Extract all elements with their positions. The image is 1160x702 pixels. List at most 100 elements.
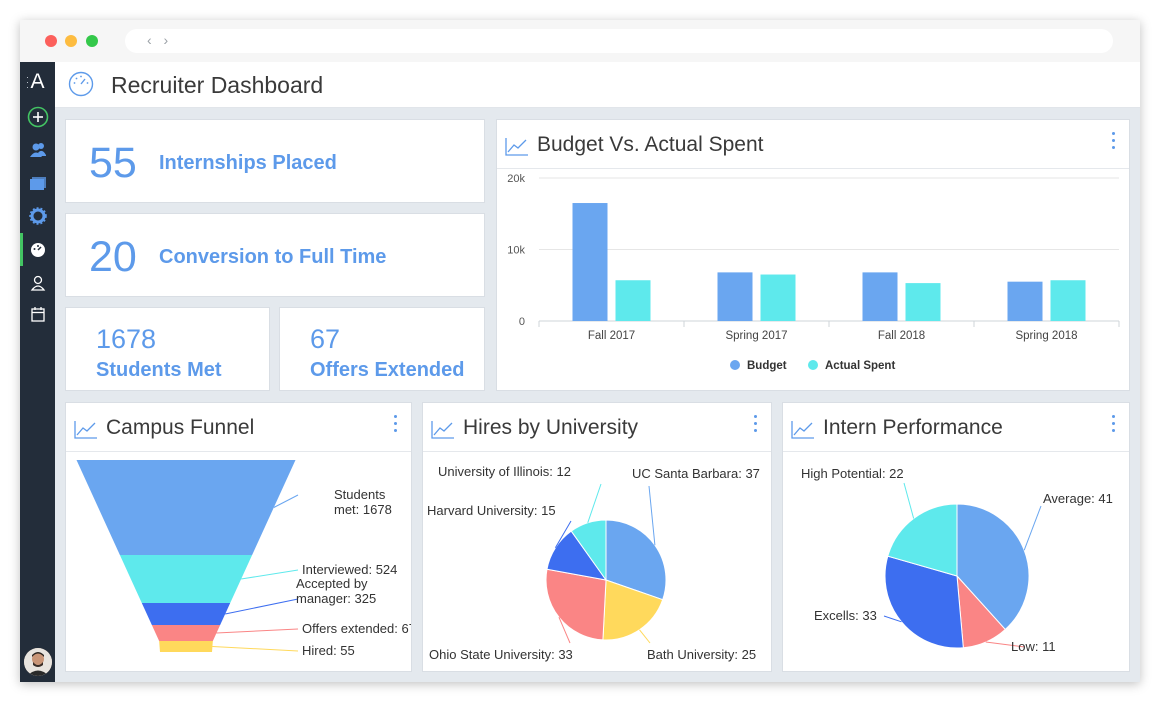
sidebar-item-dashboard[interactable] [20, 242, 55, 263]
bar [862, 272, 898, 321]
nav-arrows-icon[interactable]: ‹ › [147, 32, 173, 48]
y-tick-label: 0 [519, 316, 525, 328]
bar [1050, 280, 1086, 321]
pie-label: Bath University: 25 [647, 647, 756, 662]
sidebar-item-add[interactable] [20, 106, 55, 133]
intern-performance-pie: Average: 41 Low: 11 Excells: 33 High Potent… [801, 466, 1113, 654]
card-title: Intern Performance [823, 416, 1003, 439]
kpi-card-students-met: 1678 Students Met [65, 307, 270, 391]
more-options-button[interactable] [751, 415, 759, 437]
user-icon [30, 275, 45, 291]
close-window-button[interactable] [45, 35, 57, 47]
kpi-label: Students Met [96, 359, 222, 381]
legend-label: Actual Spent [825, 360, 895, 372]
page-title: Recruiter Dashboard [111, 72, 324, 98]
sidebar-item-calendar[interactable] [20, 306, 55, 327]
sidebar-active-indicator [20, 233, 23, 266]
pie-leader [639, 629, 651, 644]
funnel-stage [159, 641, 213, 652]
browser-window: ‹ › · · · A [20, 20, 1140, 682]
funnel-stage [76, 460, 296, 555]
sidebar-item-users[interactable] [20, 142, 55, 163]
hires-by-university-pie: UC Santa Barbara: 37 Bath University: 25 O… [427, 464, 760, 662]
kpi-label: Conversion to Full Time [159, 246, 387, 268]
dashboard-icon [30, 243, 45, 257]
logo-letter: A [30, 70, 45, 93]
legend-swatch [730, 360, 740, 370]
pie-slice [602, 579, 664, 641]
more-options-button[interactable] [1109, 132, 1117, 154]
y-tick-label: 20k [507, 173, 525, 185]
kpi-value: 67 [310, 324, 341, 354]
app-logo[interactable]: · · · A [20, 70, 55, 94]
kpi-card-internships: 55 Internships Placed [65, 119, 485, 203]
legend-swatch [808, 360, 818, 370]
legend-label: Budget [747, 360, 787, 372]
pie-label: Average: 41 [1043, 491, 1113, 506]
page-header: Recruiter Dashboard [55, 62, 1140, 108]
browser-titlebar: ‹ › [20, 20, 1140, 62]
more-options-button[interactable] [1109, 415, 1117, 437]
bar [615, 280, 651, 321]
funnel-label: Interviewed: 524 [302, 562, 397, 577]
kpi-card-conversion: 20 Conversion to Full Time [65, 213, 485, 297]
line-chart-icon [431, 421, 454, 439]
funnel-stage [119, 555, 253, 603]
hires-pie-card: Hires by University UC Santa Barbara: 37… [422, 402, 772, 672]
avatar[interactable] [24, 648, 52, 676]
funnel-leader [273, 494, 299, 508]
kpi-label: Internships Placed [159, 152, 337, 174]
funnel-label: Offers extended: 67 [302, 621, 411, 636]
sidebar-item-profile[interactable] [20, 275, 55, 296]
sidebar-item-settings[interactable] [20, 207, 55, 230]
sidebar-item-folders[interactable] [20, 175, 55, 196]
pie-label: High Potential: 22 [801, 466, 904, 481]
funnel-chart-card: Campus Funnel Students met: 1678 Interview… [65, 402, 412, 672]
users-icon [29, 143, 46, 157]
funnel-leader [225, 598, 299, 615]
pie-slice [887, 503, 958, 577]
funnel-leader [241, 569, 299, 580]
avatar-image [24, 648, 52, 676]
pie-slice [545, 568, 607, 641]
funnel-stage [141, 603, 231, 625]
performance-pie-card: Intern Performance Average: 41 Low: 11 Exc… [782, 402, 1130, 672]
more-options-button[interactable] [391, 415, 399, 437]
kpi-value: 55 [89, 139, 137, 187]
pie-label: Excells: 33 [814, 608, 877, 623]
card-header: Intern Performance [783, 403, 1129, 452]
card-title: Budget Vs. Actual Spent [537, 133, 764, 156]
x-tick-label: Spring 2018 [1015, 330, 1077, 342]
pie-slice [956, 503, 1030, 631]
minimize-window-button[interactable] [65, 35, 77, 47]
card-header: Campus Funnel [66, 403, 411, 452]
x-tick-label: Fall 2018 [878, 330, 925, 342]
pie-leader [558, 617, 571, 644]
pie-label: Harvard University: 15 [427, 503, 556, 518]
kpi-label: Offers Extended [310, 359, 465, 381]
budget-chart-card: Budget Vs. Actual Spent 0 10k 20k Fall 2017… [496, 119, 1130, 391]
pie-leader [554, 520, 572, 549]
bar [905, 283, 941, 321]
kpi-value: 1678 [96, 324, 157, 354]
logo-dots-icon: · · · [26, 72, 29, 92]
pie-slice [884, 555, 964, 649]
pie-leader [1023, 505, 1042, 551]
card-title: Campus Funnel [106, 416, 255, 439]
address-bar[interactable]: ‹ › [125, 29, 1113, 53]
dashboard-gauge-icon [68, 71, 94, 97]
budget-bar-chart: 0 10k 20k Fall 2017 Spring 2017 Fall 2018 Spri… [507, 173, 1120, 372]
pie-label: University of Illinois: 12 [438, 464, 571, 479]
pie-leader [883, 615, 902, 623]
bar [717, 272, 753, 321]
settings-icon [28, 207, 47, 225]
pie-slice [605, 519, 667, 601]
maximize-window-button[interactable] [86, 35, 98, 47]
bar [1007, 281, 1043, 321]
funnel-stage [151, 625, 221, 641]
add-icon [27, 106, 48, 128]
funnel-leader [212, 646, 299, 652]
pie-label: Low: 11 [1011, 639, 1056, 654]
pie-label: UC Santa Barbara: 37 [632, 466, 760, 481]
